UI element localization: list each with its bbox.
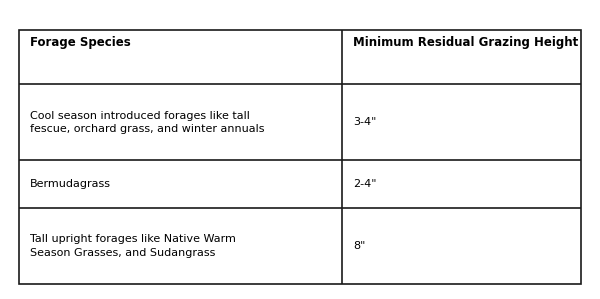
Text: Tall upright forages like Native Warm
Season Grasses, and Sudangrass: Tall upright forages like Native Warm Se… <box>30 234 236 258</box>
Text: 8": 8" <box>353 241 365 251</box>
Text: Forage Species: Forage Species <box>30 36 131 49</box>
Text: 3-4": 3-4" <box>353 117 376 127</box>
Bar <box>19 30 581 284</box>
Text: Minimum Residual Grazing Height: Minimum Residual Grazing Height <box>353 36 578 49</box>
Text: Bermudagrass: Bermudagrass <box>30 179 111 189</box>
Text: 2-4": 2-4" <box>353 179 376 189</box>
Text: Cool season introduced forages like tall
fescue, orchard grass, and winter annua: Cool season introduced forages like tall… <box>30 111 265 134</box>
